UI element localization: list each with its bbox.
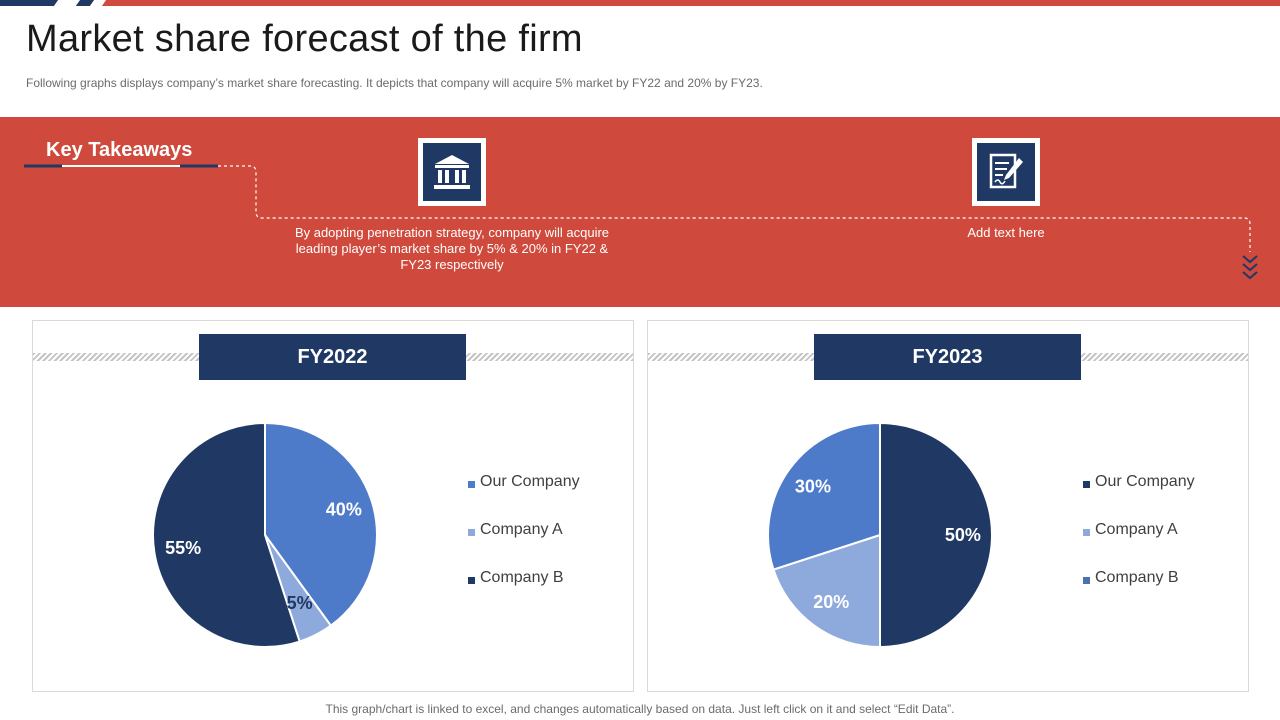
pie-chart-fy2022[interactable]: 40% 5% 55% [33,321,633,691]
legend-label: Our Company [480,473,580,490]
pie-chart-fy2023[interactable]: 50% 20% 30% [648,321,1248,691]
pie-data-label: 30% [795,476,831,496]
top-accent-bar [0,0,1280,6]
chart-title: FY2023 [814,334,1081,380]
legend-label: Company B [1095,569,1179,586]
footer-note: This graph/chart is linked to excel, and… [325,702,955,716]
page-subtitle: Following graphs displays company’s mark… [26,76,763,90]
top-accent-navy [0,0,60,6]
pie-slice-company-a[interactable] [772,533,881,649]
chart-title: FY2022 [199,334,466,380]
takeaway-text: Add text here [967,225,1045,240]
takeaway-icon-box [418,138,486,206]
legend-swatch [468,577,475,584]
pie-slice-our-company[interactable] [879,421,993,649]
takeaway-text: By adopting penetration strategy, compan… [294,225,610,272]
takeaway-icon-box [972,138,1040,206]
pie-data-label: 5% [287,593,313,613]
page-title: Market share forecast of the firm [26,18,583,60]
legend-swatch [1083,577,1090,584]
bank-icon [434,155,470,189]
key-takeaways-heading: Key Takeaways [46,139,193,161]
legend-label: Company A [1095,521,1178,538]
legend-swatch [1083,529,1090,536]
legend-label: Company B [480,569,564,586]
legend-swatch [468,529,475,536]
pie-data-label: 50% [945,525,981,545]
pie-data-label: 20% [813,592,849,612]
legend-swatch [1083,481,1090,488]
chevrons-down-icon [1242,255,1258,280]
pie-slice-our-company[interactable] [264,421,378,628]
pie-slice-company-b[interactable] [766,421,881,571]
legend-label: Our Company [1095,473,1195,490]
chart-panel-fy2023: FY2023 50% 20% 30% Our Company Company A C… [647,320,1249,692]
pie-data-label: 55% [165,538,201,558]
legend-swatch [468,481,475,488]
key-takeaways-band [0,117,1280,307]
document-edit-icon [989,153,1023,189]
chart-panel-fy2022: FY2022 40% 5% 55% Our Company Company A Co… [32,320,634,692]
pie-data-label: 40% [326,499,362,519]
pie-slice-company-b[interactable] [152,421,301,648]
legend-label: Company A [480,521,563,538]
takeaway-connector [24,164,1258,280]
